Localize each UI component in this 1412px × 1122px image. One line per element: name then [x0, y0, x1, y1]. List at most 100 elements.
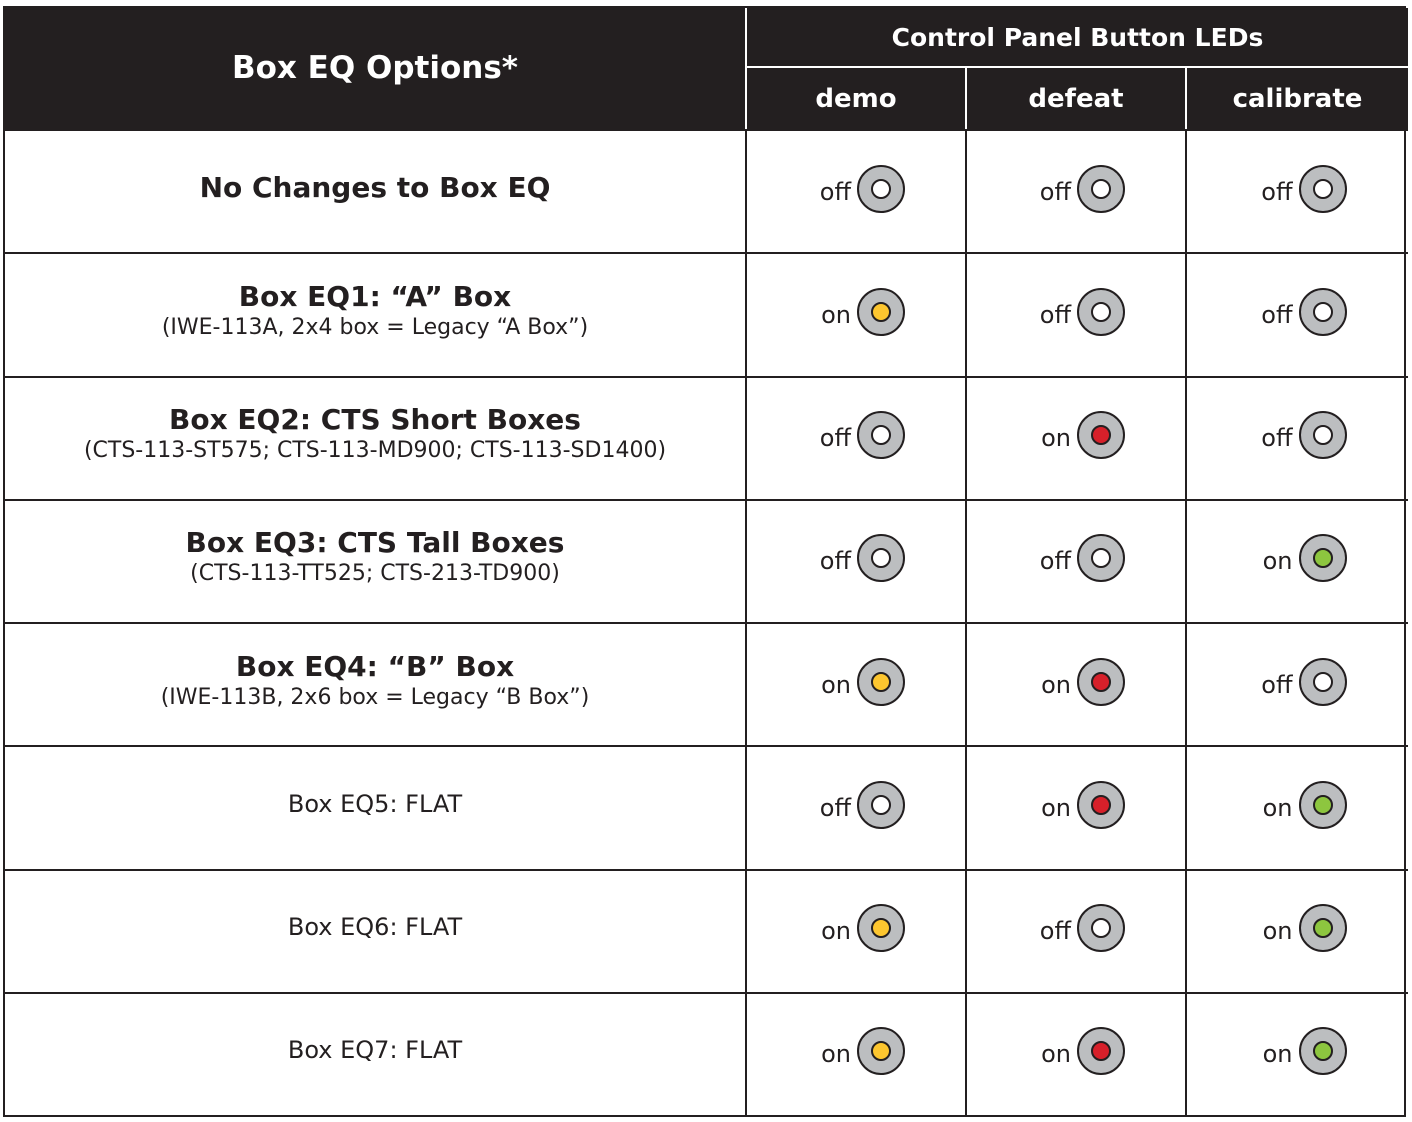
calibrate-led-cell: off [1187, 252, 1408, 375]
defeat-column-header: defeat [967, 68, 1187, 129]
calibrate-led-cell: on [1187, 991, 1408, 1115]
defeat-led-cell: on [967, 375, 1187, 499]
eq-option-subtitle: (IWE-113B, 2x6 box = Legacy “B Box”) [160, 684, 590, 710]
eq-option-title: No Changes to Box EQ [199, 170, 551, 204]
led-light-icon [871, 671, 891, 692]
led-light-icon [1091, 918, 1111, 939]
led-indicator-icon [1077, 534, 1125, 583]
defeat-led-cell: on [967, 622, 1187, 746]
led-state-label: off [1039, 177, 1071, 206]
led-state-label: on [821, 300, 851, 329]
demo-led-cell: on [747, 868, 967, 992]
led-indicator-icon [1077, 657, 1125, 706]
led-light-icon [1312, 548, 1333, 569]
led-light-icon [1091, 794, 1111, 815]
led-indicator-icon [857, 411, 905, 460]
led-indicator-icon [857, 164, 905, 213]
led-state-label: off [819, 547, 851, 576]
led-indicator-icon [1298, 411, 1347, 460]
defeat-led-cell: on [967, 745, 1187, 869]
led-indicator-icon [1298, 780, 1347, 829]
led-indicator-icon [1077, 287, 1125, 336]
led-state-label: on [1041, 793, 1071, 822]
led-state-label: off [1261, 177, 1293, 206]
led-indicator-icon [1298, 164, 1347, 213]
eq-option-cell: Box EQ4: “B” Box (IWE-113B, 2x6 box = Leg… [5, 622, 747, 746]
calibrate-led-cell: off [1187, 622, 1408, 745]
led-light-icon [1312, 425, 1333, 446]
led-state-label: off [1261, 670, 1293, 699]
led-light-icon [871, 301, 891, 322]
led-light-icon [871, 1041, 891, 1062]
led-state-label: on [1041, 1040, 1071, 1069]
led-light-icon [871, 794, 891, 815]
demo-led-cell: off [747, 129, 967, 253]
demo-led-cell: on [747, 622, 967, 746]
led-state-label: on [1262, 793, 1293, 822]
led-state-label: off [1039, 917, 1071, 946]
eq-option-title: Box EQ4: “B” Box [235, 649, 515, 683]
led-indicator-icon [857, 534, 905, 583]
led-indicator-icon [1298, 657, 1347, 706]
led-light-icon [1091, 1041, 1111, 1062]
led-indicator-icon [1077, 1027, 1125, 1076]
calibrate-led-cell: on [1187, 745, 1408, 868]
eq-option-cell: Box EQ3: CTS Tall Boxes (CTS-113-TT525; C… [5, 498, 747, 622]
demo-led-cell: off [747, 375, 967, 499]
eq-option-subtitle: (CTS-113-TT525; CTS-213-TD900) [190, 561, 560, 587]
led-indicator-icon [1077, 411, 1125, 460]
eq-option-title: Box EQ7: FLAT [287, 1036, 463, 1065]
defeat-led-cell: on [967, 991, 1187, 1115]
calibrate-led-cell: on [1187, 498, 1408, 622]
led-indicator-icon [1077, 780, 1125, 829]
led-indicator-icon [857, 780, 905, 829]
led-state-label: on [1262, 917, 1293, 946]
led-state-label: off [1039, 547, 1071, 576]
eq-option-cell: Box EQ5: FLAT [5, 745, 747, 869]
led-light-icon [1091, 301, 1111, 322]
led-state-label: on [821, 1040, 851, 1069]
box-eq-options-header: Box EQ Options* [5, 8, 747, 129]
led-light-icon [871, 548, 891, 569]
led-light-icon [1312, 671, 1333, 692]
led-state-label: off [819, 177, 851, 206]
calibrate-led-cell: off [1187, 375, 1408, 499]
led-state-label: on [1262, 1040, 1293, 1069]
led-light-icon [1312, 301, 1333, 322]
eq-option-subtitle: (CTS-113-ST575; CTS-113-MD900; CTS-113-S… [83, 438, 667, 464]
eq-option-title: Box EQ2: CTS Short Boxes [169, 403, 581, 437]
led-light-icon [871, 918, 891, 939]
led-light-icon [1091, 671, 1111, 692]
led-state-label: on [1041, 424, 1071, 453]
eq-option-subtitle: (IWE-113A, 2x4 box = Legacy “A Box”) [161, 314, 589, 340]
led-indicator-icon [1077, 164, 1125, 213]
led-state-label: off [1039, 300, 1071, 329]
eq-option-cell: Box EQ1: “A” Box (IWE-113A, 2x4 box = Leg… [5, 252, 747, 376]
led-state-label: off [819, 424, 851, 453]
led-state-label: off [1261, 300, 1293, 329]
defeat-led-cell: off [967, 868, 1187, 992]
led-light-icon [1312, 178, 1333, 199]
led-state-label: on [821, 917, 851, 946]
control-panel-leds-header: Control Panel Button LEDs [747, 8, 1408, 68]
led-light-icon [1312, 794, 1333, 815]
led-indicator-icon [857, 657, 905, 706]
demo-led-cell: on [747, 991, 967, 1115]
led-light-icon [1312, 1041, 1333, 1062]
led-indicator-icon [857, 1027, 905, 1076]
calibrate-led-cell: off [1187, 129, 1408, 252]
led-light-icon [871, 425, 891, 446]
box-eq-led-table: Box EQ Options* Control Panel Button LED… [3, 6, 1408, 1117]
defeat-led-cell: off [967, 252, 1187, 376]
defeat-led-cell: off [967, 129, 1187, 253]
led-light-icon [1312, 918, 1333, 939]
calibrate-led-cell: on [1187, 868, 1408, 992]
demo-led-cell: off [747, 745, 967, 869]
led-light-icon [1091, 178, 1111, 199]
eq-option-cell: No Changes to Box EQ [5, 129, 747, 253]
eq-option-cell: Box EQ6: FLAT [5, 868, 747, 992]
led-indicator-icon [1298, 534, 1347, 583]
led-state-label: on [1262, 547, 1293, 576]
demo-led-cell: on [747, 252, 967, 376]
led-state-label: off [1261, 424, 1293, 453]
